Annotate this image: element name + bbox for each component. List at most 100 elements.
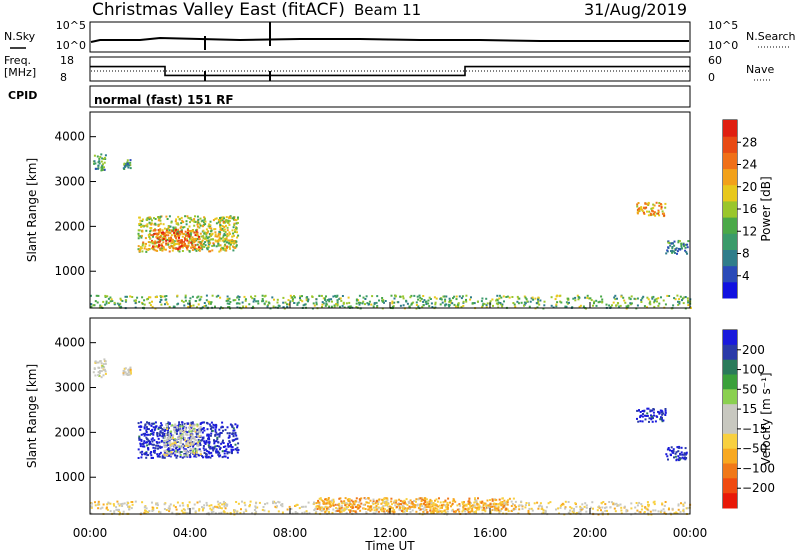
power-data-cell	[622, 296, 625, 299]
power-data-cell	[572, 297, 575, 300]
power-data-cell	[229, 247, 231, 250]
velocity-data-cell	[183, 444, 186, 447]
velocity-data-cell	[413, 505, 416, 508]
power-data-cell	[341, 295, 344, 297]
velocity-data-cell	[518, 504, 521, 507]
power-data-cell	[238, 296, 241, 298]
power-data-cell	[208, 250, 211, 253]
power-data-cell	[220, 246, 223, 249]
power-data-cell	[689, 307, 692, 309]
velocity-data-cell	[356, 506, 359, 509]
velocity-data-cell	[150, 457, 153, 459]
velocity-data-cell	[470, 505, 473, 507]
power-data-cell	[667, 240, 670, 243]
power-data-cell	[628, 297, 631, 300]
velocity-data-cell	[166, 423, 169, 425]
velocity-data-cell	[234, 448, 237, 451]
power-data-cell	[516, 300, 519, 303]
power-data-cell	[523, 304, 525, 307]
velocity-data-cell	[129, 372, 132, 375]
velocity-data-cell	[187, 440, 190, 443]
power-data-cell	[315, 298, 318, 301]
velocity-data-cell	[634, 506, 637, 509]
power-data-cell	[190, 246, 193, 249]
power-data-cell	[491, 298, 494, 301]
velocity-data-cell	[164, 428, 167, 431]
velocity-data-cell	[157, 437, 160, 440]
power-data-cell	[668, 295, 671, 297]
velocity-data-cell	[518, 508, 521, 511]
velocity-data-cell	[580, 507, 583, 510]
velocity-data-cell	[168, 436, 170, 439]
power-data-cell	[225, 238, 227, 241]
velocity-data-cell	[589, 506, 592, 509]
power-data-cell	[184, 230, 187, 233]
velocity-data-cell	[367, 505, 369, 508]
power-data-cell	[188, 250, 191, 253]
power-data-cell	[457, 302, 460, 305]
velocity-data-cell	[506, 508, 509, 511]
velocity-data-cell	[398, 508, 401, 511]
power-data-cell	[100, 160, 103, 163]
power-data-cell	[107, 302, 110, 304]
velocity-data-cell	[165, 426, 168, 429]
power-data-cell	[204, 217, 206, 220]
velocity-data-cell	[617, 504, 620, 507]
velocity-data-cell	[106, 503, 109, 506]
power-data-cell	[105, 300, 108, 303]
power-data-cell	[157, 229, 160, 231]
velocity-data-cell	[500, 501, 503, 504]
power-data-cell	[422, 300, 425, 303]
power-data-cell	[213, 228, 216, 231]
power-data-cell	[163, 248, 166, 251]
power-data-cell	[123, 163, 126, 166]
velocity-data-cell	[399, 499, 402, 502]
velocity-data-cell	[199, 434, 202, 437]
velocity-data-cell	[445, 508, 448, 511]
power-data-cell	[203, 216, 206, 219]
velocity-data-cell	[442, 503, 445, 506]
power-data-cell	[448, 300, 451, 303]
velocity-data-cell	[364, 497, 367, 500]
velocity-data-cell	[226, 451, 229, 454]
power-data-cell	[676, 294, 679, 297]
power-data-cell	[645, 206, 648, 209]
velocity-data-cell	[198, 427, 201, 430]
power-data-cell	[331, 300, 333, 303]
power-data-cell	[208, 223, 211, 226]
velocity-data-cell	[184, 448, 187, 451]
power-data-cell	[149, 217, 152, 220]
velocity-data-cell	[304, 505, 307, 508]
power-data-cell	[229, 241, 232, 244]
velocity-data-cell	[212, 510, 215, 513]
power-data-cell	[209, 250, 212, 253]
power-colorbar-segment	[723, 168, 737, 186]
velocity-data-cell	[168, 454, 171, 457]
velocity-data-cell	[127, 505, 129, 508]
velocity-data-cell	[151, 440, 154, 443]
velocity-data-cell	[223, 511, 226, 514]
velocity-data-cell	[386, 503, 388, 506]
power-data-cell	[149, 227, 152, 230]
power-data-cell	[428, 296, 431, 299]
velocity-data-cell	[331, 499, 333, 502]
power-data-cell	[162, 238, 165, 240]
velocity-data-cell	[231, 446, 234, 449]
velocity-data-cell	[102, 374, 105, 377]
velocity-data-cell	[165, 433, 167, 436]
power-data-cell	[210, 229, 213, 232]
velocity-data-cell	[167, 427, 170, 430]
velocity-data-cell	[358, 498, 361, 501]
velocity-data-cell	[179, 425, 182, 428]
power-data-cell	[253, 298, 256, 301]
power-data-cell	[199, 224, 202, 227]
power-data-cell	[147, 234, 150, 236]
velocity-data-cell	[156, 502, 159, 505]
power-data-cell	[687, 240, 690, 243]
velocity-data-cell	[456, 504, 459, 507]
power-data-cell	[164, 248, 167, 251]
velocity-data-cell	[168, 434, 171, 437]
velocity-data-cell	[521, 507, 524, 510]
power-data-cell	[148, 218, 151, 221]
